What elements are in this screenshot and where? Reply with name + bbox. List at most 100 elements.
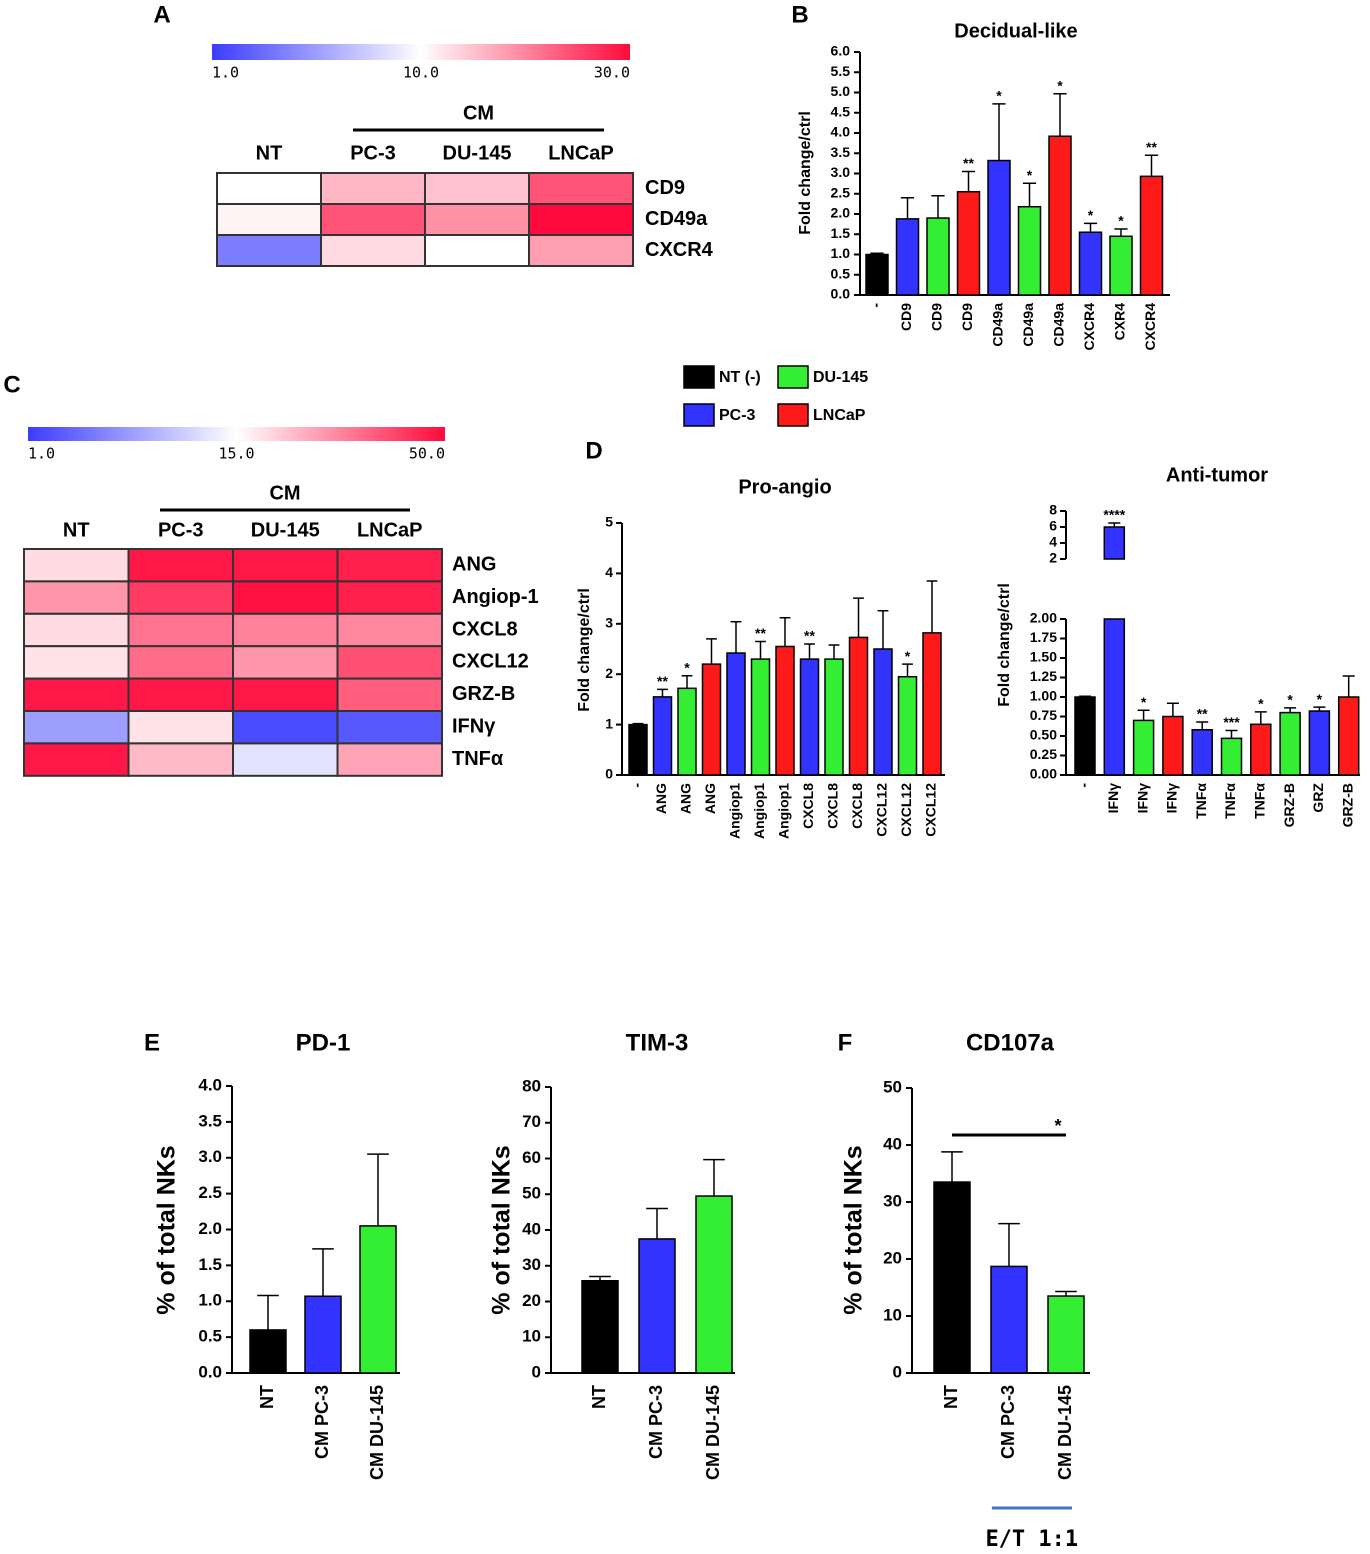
x-tick-label: ANG [653, 783, 669, 814]
heatmap-cell [528, 203, 634, 236]
row-label: CD9 [645, 177, 685, 199]
bar [1017, 205, 1042, 296]
error-bar [646, 1207, 668, 1239]
column-label: PC-3 [158, 519, 204, 541]
bar [652, 696, 673, 776]
y-tick-label: 80 [522, 1076, 541, 1095]
significance-label: * [1317, 691, 1323, 707]
y-tick-label: 1.25 [1030, 668, 1057, 684]
x-tick-label: TNFα [1222, 783, 1238, 819]
legend-label: NT (-) [719, 369, 761, 386]
y-tick-label: 40 [522, 1219, 541, 1238]
y-tick-label: 3.0 [831, 164, 851, 180]
error-bar [589, 1275, 611, 1281]
heatmap-cell [23, 612, 130, 648]
y-tick-label: 4.5 [831, 103, 851, 119]
error-bar [1254, 711, 1267, 725]
colorbar-tick-label: 30.0 [594, 64, 630, 82]
bar [695, 1195, 733, 1374]
error-bar [657, 688, 668, 697]
significance-label: * [1088, 207, 1094, 223]
x-tick-label: NT [257, 1385, 277, 1409]
y-tick-label: 4.0 [198, 1075, 222, 1094]
column-label: DU-145 [443, 142, 512, 164]
error-bar [755, 640, 766, 660]
x-tick-label: CXR4 [1112, 303, 1128, 341]
y-tick-label: 50 [883, 1077, 902, 1096]
colorbar-tick-label: 50.0 [409, 445, 445, 463]
error-bar [1108, 522, 1121, 527]
bar [638, 1238, 676, 1374]
bar [873, 648, 893, 776]
heatmap-cell [232, 742, 339, 777]
heatmap-cell [127, 645, 234, 680]
y-tick-label: 2 [605, 665, 613, 681]
bar [1047, 1295, 1085, 1374]
legend-swatch [683, 403, 715, 427]
y-tick-label: 1.5 [198, 1255, 222, 1274]
significance-label: *** [1223, 714, 1240, 730]
bar [1279, 711, 1301, 776]
x-tick-label: CXCR4 [1142, 303, 1158, 351]
x-tick-label: CXCL12 [923, 783, 939, 837]
heatmap-cell [232, 677, 339, 712]
row-label: Angiop-1 [452, 586, 539, 608]
bar [926, 217, 950, 296]
bar [1048, 135, 1072, 296]
bar [750, 658, 771, 776]
panel-letter: F [838, 1029, 853, 1056]
column-label: DU-145 [251, 519, 320, 541]
bar [677, 687, 697, 776]
significance-label: * [1258, 696, 1264, 712]
colorbar-tick-label: 15.0 [218, 445, 254, 463]
error-bar [703, 1158, 725, 1197]
x-tick-label: CM PC-3 [646, 1385, 666, 1459]
panel-letter: D [585, 437, 602, 464]
y-tick-label: 40 [883, 1134, 902, 1153]
heatmap-cell [528, 172, 634, 205]
significance-label: ** [657, 673, 668, 689]
heatmap-cell [424, 203, 530, 236]
y-tick-label: 20 [883, 1248, 902, 1267]
error-bar [870, 252, 884, 255]
significance-label: * [905, 648, 911, 664]
error-bar [804, 643, 815, 660]
x-tick-label: GRZ-B [1281, 783, 1297, 827]
heatmap-cell [216, 203, 322, 236]
y-tick-label: 0 [893, 1362, 902, 1381]
error-bar [931, 195, 945, 219]
y-tick-label: 10 [883, 1305, 902, 1324]
bar [987, 159, 1011, 296]
heatmap-cell [23, 580, 130, 615]
bar [990, 1265, 1028, 1374]
colorbar-tick-label: 10.0 [403, 64, 439, 82]
heatmap-cell [216, 234, 322, 267]
heatmap-cell [23, 710, 130, 745]
colorbar-tick-label: 1.0 [28, 445, 55, 463]
error-bar [877, 609, 889, 649]
y-tick-label: 3.0 [198, 1147, 222, 1166]
bar [1337, 696, 1360, 776]
significance-label: * [1118, 213, 1124, 229]
y-tick-label: 0 [532, 1362, 541, 1381]
bar [865, 253, 889, 296]
x-tick-label: CXCL12 [874, 783, 890, 837]
bar [1109, 235, 1133, 296]
y-tick-label: 5.0 [831, 83, 851, 99]
y-tick-label: 1.0 [831, 245, 851, 261]
x-tick-label: Angiop1 [751, 783, 767, 839]
y-tick-label: 30 [883, 1191, 902, 1210]
column-label: LNCaP [548, 142, 614, 164]
bar [1103, 526, 1126, 560]
heatmap-cell [336, 612, 443, 648]
x-tick-label: - [629, 783, 645, 788]
y-tick-label: 1.0 [198, 1291, 222, 1310]
y-tick-label: 1.00 [1030, 688, 1057, 704]
y-tick-label: 8 [1049, 502, 1057, 518]
error-bar [926, 580, 938, 633]
bar [249, 1329, 287, 1374]
bar [799, 658, 820, 776]
bar [895, 218, 920, 296]
heatmap-cell [336, 580, 443, 615]
y-tick-label: 0.50 [1030, 727, 1057, 743]
